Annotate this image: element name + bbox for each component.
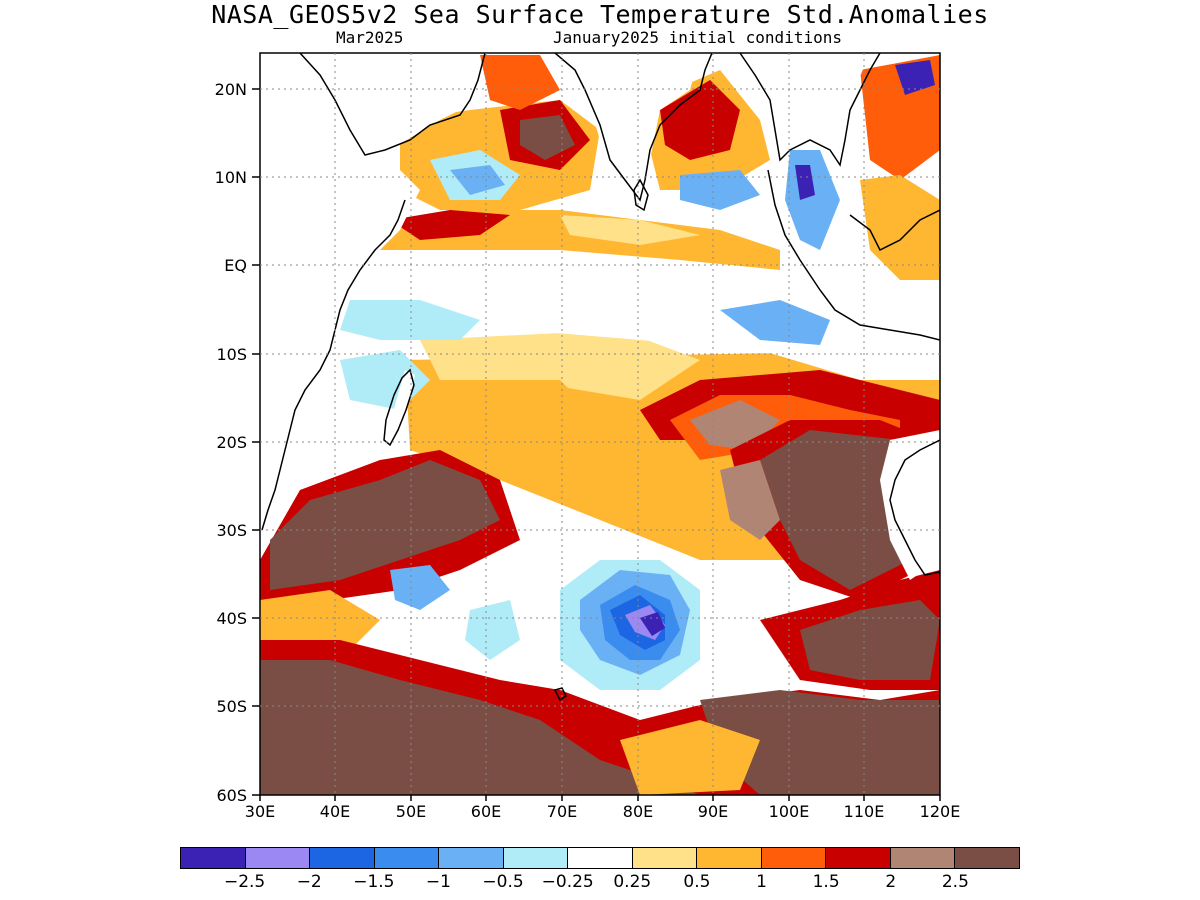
colorbar-swatch	[181, 848, 246, 868]
lon-tick-label: 50E	[395, 802, 427, 821]
lon-tick-label: 100E	[768, 802, 810, 821]
colorbar-label: −1.5	[353, 872, 395, 892]
colorbar-label: 0.5	[683, 872, 711, 892]
lat-tick-label: 10N	[214, 168, 247, 187]
coastlines	[261, 53, 940, 702]
lon-tick-label: 110E	[843, 802, 885, 821]
tick-marks	[252, 88, 941, 801]
lat-tick-label: 30S	[216, 521, 247, 540]
colorbar-label: −0.25	[541, 872, 594, 892]
lat-tick-label: 60S	[216, 786, 247, 805]
colorbar-label: 2	[885, 872, 897, 892]
lon-tick-label: 80E	[622, 802, 654, 821]
colorbar-swatch	[761, 848, 827, 868]
colorbar-swatch	[568, 848, 633, 868]
colorbar-swatch	[245, 848, 311, 868]
lon-tick-label: 90E	[697, 802, 729, 821]
colorbar-label: 0.25	[613, 872, 652, 892]
colorbar-swatch	[890, 848, 956, 868]
map-title: NASA_GEOS5v2 Sea Surface Temperature Std…	[211, 0, 989, 29]
map-frame	[259, 52, 941, 796]
colorbar-swatch	[503, 848, 569, 868]
anomaly-field	[260, 53, 940, 795]
lat-tick-label: EQ	[224, 256, 247, 275]
initial-conditions-label: January2025 initial conditions	[553, 28, 842, 47]
colorbar-swatch	[439, 848, 504, 868]
lon-tick-label: 60E	[470, 802, 502, 821]
colorbar-label: 1.5	[812, 872, 840, 892]
lat-tick-label: 50S	[216, 697, 247, 716]
forecast-month: Mar2025	[336, 28, 404, 47]
lat-tick-label: 20N	[214, 80, 247, 99]
lon-tick-label: 30E	[244, 802, 276, 821]
colorbar-label: 1	[756, 872, 767, 892]
colorbar	[180, 847, 1020, 869]
colorbar-swatch	[632, 848, 698, 868]
colorbar-swatch	[826, 848, 891, 868]
lon-tick-label: 70E	[546, 802, 578, 821]
lon-tick-label: 40E	[319, 802, 351, 821]
lon-tick-label: 120E	[919, 802, 961, 821]
colorbar-label: −1	[425, 872, 451, 892]
colorbar-label: −2	[296, 872, 322, 892]
colorbar-label: −2.5	[223, 872, 266, 892]
colorbar-swatch	[955, 848, 1019, 868]
colorbar-swatch	[697, 848, 762, 868]
colorbar-label: 2.5	[941, 872, 969, 892]
lat-tick-label: 10S	[216, 345, 247, 364]
lat-tick-label: 40S	[216, 609, 247, 628]
gridlines	[260, 53, 940, 795]
colorbar-swatch	[310, 848, 375, 868]
lat-tick-label: 20S	[216, 433, 247, 452]
colorbar-label: −0.5	[482, 872, 524, 892]
colorbar-swatch	[374, 848, 440, 868]
